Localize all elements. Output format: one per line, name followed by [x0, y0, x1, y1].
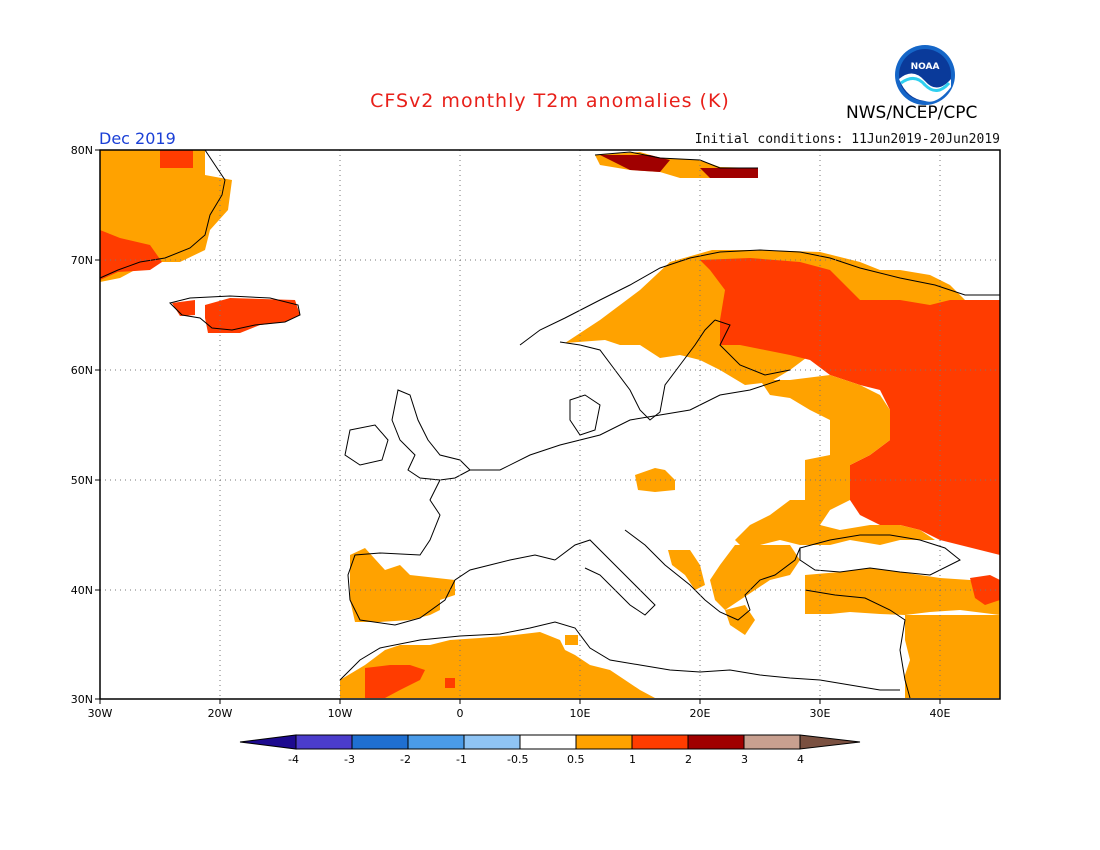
legend-label: 4: [797, 753, 804, 766]
logo-text: NOAA: [911, 62, 940, 72]
legend-label: 3: [741, 753, 748, 766]
colorbar-segment: [519, 734, 577, 750]
colorbar-segment: [407, 734, 465, 750]
colorbar-segment: [463, 734, 521, 750]
colorbar-segment: [575, 734, 633, 750]
lon-label: 10E: [570, 707, 591, 720]
legend-label: 2: [685, 753, 692, 766]
noaa-logo: NOAA: [895, 45, 955, 105]
colorbar-segment: [295, 734, 353, 750]
axis-ticks: [95, 149, 941, 704]
legend-label: -2: [400, 753, 411, 766]
lat-label: 50N: [71, 474, 93, 487]
lat-label: 40N: [71, 584, 93, 597]
legend-label: -0.5: [507, 753, 529, 766]
anomaly-fill: [100, 150, 1000, 698]
lat-label: 60N: [71, 364, 93, 377]
coastlines: [99, 149, 1000, 699]
legend-label: 0.5: [567, 753, 585, 766]
colorbar-segment: [743, 734, 801, 750]
lon-label: 20E: [690, 707, 711, 720]
colorbar-segment: [239, 734, 297, 750]
colorbar: [239, 734, 861, 750]
lon-label: 30E: [810, 707, 831, 720]
graticule: [100, 150, 1000, 700]
lat-label: 30N: [71, 693, 93, 706]
initial-conditions: Initial conditions: 11Jun2019-20Jun2019: [694, 132, 1000, 147]
colorbar-segment: [799, 734, 861, 750]
colorbar-segment: [631, 734, 689, 750]
lon-label: 40E: [930, 707, 951, 720]
legend-label: -1: [456, 753, 467, 766]
legend-label: -4: [288, 753, 299, 766]
map-title: CFSv2 monthly T2m anomalies (K): [370, 90, 730, 112]
lat-label: 80N: [71, 144, 93, 157]
colorbar-segment: [687, 734, 745, 750]
month-label: Dec 2019: [99, 129, 176, 148]
lon-label: 20W: [208, 707, 233, 720]
lon-label: 0: [457, 707, 464, 720]
legend-label: 1: [629, 753, 636, 766]
map-frame: [99, 149, 1001, 700]
colorbar-segment: [351, 734, 409, 750]
agency-label: NWS/NCEP/CPC: [846, 103, 978, 123]
lon-label: 30W: [88, 707, 113, 720]
legend-label: -3: [344, 753, 355, 766]
lon-label: 10W: [328, 707, 353, 720]
lat-label: 70N: [71, 254, 93, 267]
